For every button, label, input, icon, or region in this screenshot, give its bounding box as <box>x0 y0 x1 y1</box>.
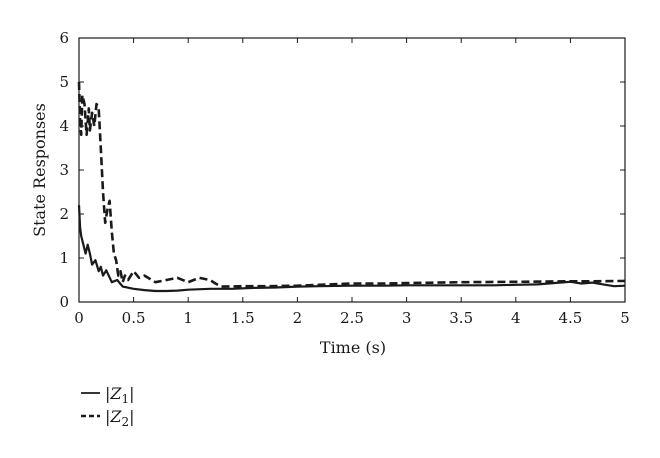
x-tick-label: 2.5 <box>340 309 364 327</box>
x-axis-label: Time (s) <box>320 338 386 357</box>
x-tick-label: 1 <box>183 309 193 327</box>
legend-subscript: 1 <box>122 392 130 406</box>
legend-subscript: 2 <box>122 415 130 429</box>
y-tick-label: 5 <box>59 73 69 91</box>
x-tick-label: 1.5 <box>231 309 255 327</box>
x-tick-label: 2 <box>293 309 303 327</box>
y-tick-label: 0 <box>59 293 69 311</box>
legend-label-z1: |Z1| <box>105 384 135 406</box>
series-line-z2 <box>79 82 625 287</box>
legend-var: Z <box>109 407 122 426</box>
series-layer <box>79 82 625 291</box>
series-line-z1 <box>79 205 625 291</box>
x-tick-label: 5 <box>620 309 630 327</box>
legend: |Z1||Z2| <box>81 384 135 429</box>
x-tick-label: 3.5 <box>449 309 473 327</box>
x-tick-label: 3 <box>402 309 412 327</box>
y-tick-label: 4 <box>59 117 69 135</box>
y-axis-ticks: 0 1 2 3 4 5 6 <box>59 29 625 311</box>
y-tick-label: 1 <box>59 249 69 267</box>
x-tick-label: 0.5 <box>122 309 146 327</box>
legend-var: Z <box>109 384 122 403</box>
x-tick-label: 4 <box>511 309 521 327</box>
legend-bar-right: | <box>129 407 134 426</box>
y-tick-label: 6 <box>59 29 69 47</box>
x-tick-label: 0 <box>74 309 84 327</box>
legend-bar-right: | <box>129 384 134 403</box>
plot-frame <box>79 38 625 302</box>
plot-area <box>79 38 625 302</box>
y-tick-label: 3 <box>59 161 69 179</box>
y-tick-label: 2 <box>59 205 69 223</box>
y-axis-label: State Responses <box>30 103 49 237</box>
legend-label-z2: |Z2| <box>105 407 135 429</box>
x-tick-label: 4.5 <box>558 309 582 327</box>
